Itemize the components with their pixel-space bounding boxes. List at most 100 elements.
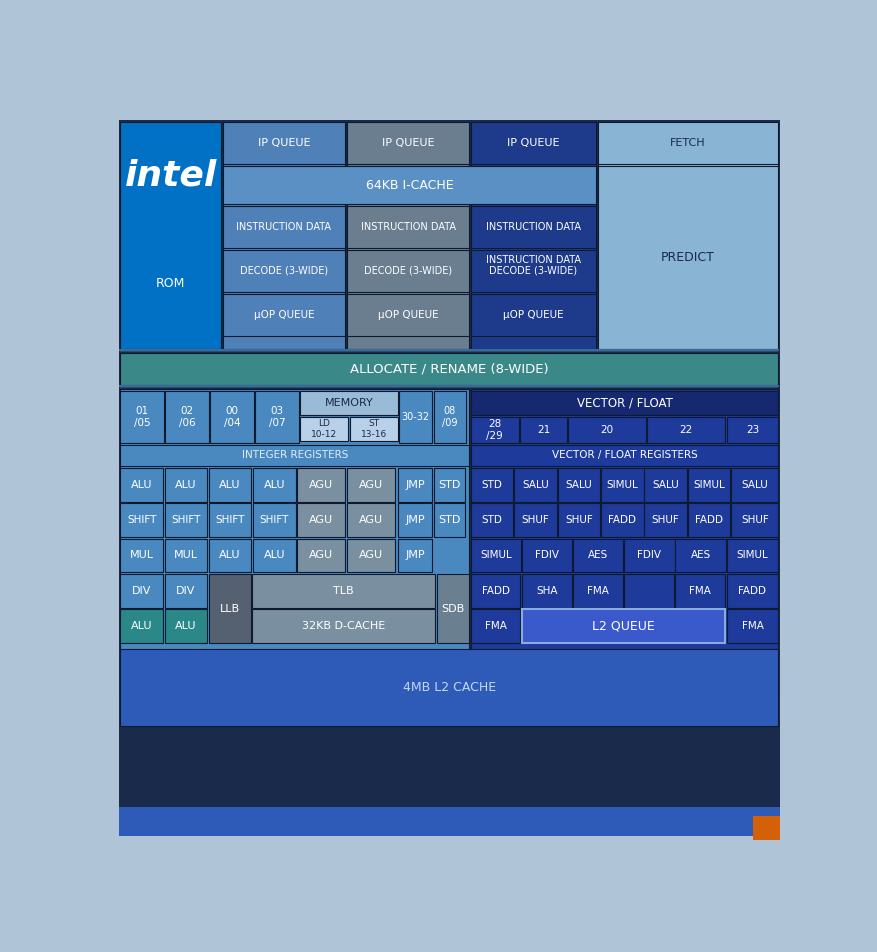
Text: SHIFT: SHIFT	[127, 515, 156, 526]
Bar	[624, 574, 674, 607]
Text: FADD: FADD	[738, 585, 766, 596]
Bar	[350, 417, 398, 442]
Text: MUL: MUL	[174, 550, 198, 561]
Text: JMP: JMP	[405, 550, 424, 561]
Text: AGU: AGU	[309, 515, 333, 526]
Bar	[165, 574, 207, 607]
Text: LD
10-12: LD 10-12	[311, 419, 338, 439]
Bar	[120, 609, 163, 644]
Text: ALU: ALU	[175, 480, 196, 489]
Bar	[645, 503, 687, 537]
Bar	[346, 539, 395, 572]
Bar	[120, 649, 779, 726]
Bar	[522, 574, 572, 607]
Bar	[120, 503, 163, 537]
Bar	[558, 503, 600, 537]
Text: intel: intel	[125, 159, 217, 193]
Bar	[297, 539, 346, 572]
Bar	[598, 122, 779, 165]
Text: 08
/09: 08 /09	[442, 406, 458, 428]
Text: ALU: ALU	[219, 550, 241, 561]
Bar	[223, 122, 346, 349]
Bar	[400, 390, 432, 443]
Text: IP QUEUE: IP QUEUE	[258, 138, 310, 149]
Text: 64KB I-CACHE: 64KB I-CACHE	[366, 179, 453, 191]
Text: ALLOCATE / RENAME (8-WIDE): ALLOCATE / RENAME (8-WIDE)	[350, 363, 549, 376]
Text: AGU: AGU	[359, 515, 383, 526]
Bar	[471, 249, 596, 292]
Bar	[346, 249, 469, 292]
Text: SALU: SALU	[741, 480, 768, 489]
Bar	[120, 353, 779, 386]
Text: 30-32: 30-32	[402, 412, 430, 422]
Text: 4MB L2 CACHE: 4MB L2 CACHE	[403, 682, 496, 694]
Text: FMA: FMA	[587, 585, 609, 596]
Bar	[209, 467, 252, 502]
Bar	[675, 539, 726, 572]
Text: AGU: AGU	[359, 480, 383, 489]
Text: ALU: ALU	[131, 622, 153, 631]
Text: FETCH: FETCH	[670, 138, 706, 149]
Bar	[223, 249, 346, 292]
Text: SHA: SHA	[536, 585, 558, 596]
Text: SIMUL: SIMUL	[737, 550, 768, 561]
Text: SHIFT: SHIFT	[216, 515, 245, 526]
Text: VECTOR / FLOAT: VECTOR / FLOAT	[577, 396, 673, 409]
Text: DECODE (3-WIDE): DECODE (3-WIDE)	[364, 266, 452, 276]
Text: FDIV: FDIV	[535, 550, 560, 561]
Bar	[433, 467, 465, 502]
Bar	[398, 539, 432, 572]
Bar	[726, 539, 779, 572]
Bar	[120, 467, 163, 502]
Text: MUL: MUL	[130, 550, 153, 561]
Text: AES: AES	[588, 550, 609, 561]
Text: DECODE (3-WIDE): DECODE (3-WIDE)	[240, 266, 328, 276]
Text: 00
/04: 00 /04	[224, 406, 240, 428]
Bar	[346, 122, 469, 165]
Bar	[433, 503, 465, 537]
Text: SALU: SALU	[566, 480, 592, 489]
Bar	[471, 390, 779, 415]
Text: ALU: ALU	[264, 480, 285, 489]
Text: SIMUL: SIMUL	[606, 480, 638, 489]
Bar	[165, 467, 207, 502]
Text: AES: AES	[690, 550, 710, 561]
Bar	[726, 574, 779, 607]
Text: INSTRUCTION DATA: INSTRUCTION DATA	[486, 255, 581, 266]
Text: ST
13-16: ST 13-16	[360, 419, 387, 439]
Text: SHIFT: SHIFT	[260, 515, 289, 526]
Bar	[165, 609, 207, 644]
Bar	[471, 389, 779, 699]
Bar	[223, 122, 346, 165]
Text: L2 QUEUE: L2 QUEUE	[592, 620, 655, 633]
Bar	[471, 239, 596, 282]
Text: INSTRUCTION DATA: INSTRUCTION DATA	[360, 222, 455, 232]
Text: STD: STD	[481, 480, 503, 489]
Text: AGU: AGU	[309, 480, 333, 489]
Bar	[253, 539, 296, 572]
Bar	[731, 467, 779, 502]
Bar	[119, 807, 780, 837]
Bar	[645, 467, 687, 502]
Text: STD: STD	[481, 515, 503, 526]
Bar	[223, 206, 346, 248]
Bar	[573, 574, 623, 607]
Bar	[471, 293, 596, 336]
Bar	[601, 503, 644, 537]
Bar	[522, 539, 573, 572]
Text: ALU: ALU	[219, 480, 241, 489]
Text: 21: 21	[537, 425, 550, 435]
Text: SIMUL: SIMUL	[480, 550, 512, 561]
Text: SIMUL: SIMUL	[693, 480, 725, 489]
Bar	[253, 503, 296, 537]
Bar	[120, 349, 779, 352]
Bar	[573, 539, 624, 572]
Text: INSTRUCTION DATA: INSTRUCTION DATA	[237, 222, 332, 232]
Bar	[253, 467, 296, 502]
Bar	[210, 390, 253, 443]
Bar	[120, 539, 163, 572]
Bar	[520, 417, 567, 443]
Text: FDIV: FDIV	[638, 550, 661, 561]
Text: SHUF: SHUF	[741, 515, 768, 526]
Bar	[522, 609, 725, 644]
